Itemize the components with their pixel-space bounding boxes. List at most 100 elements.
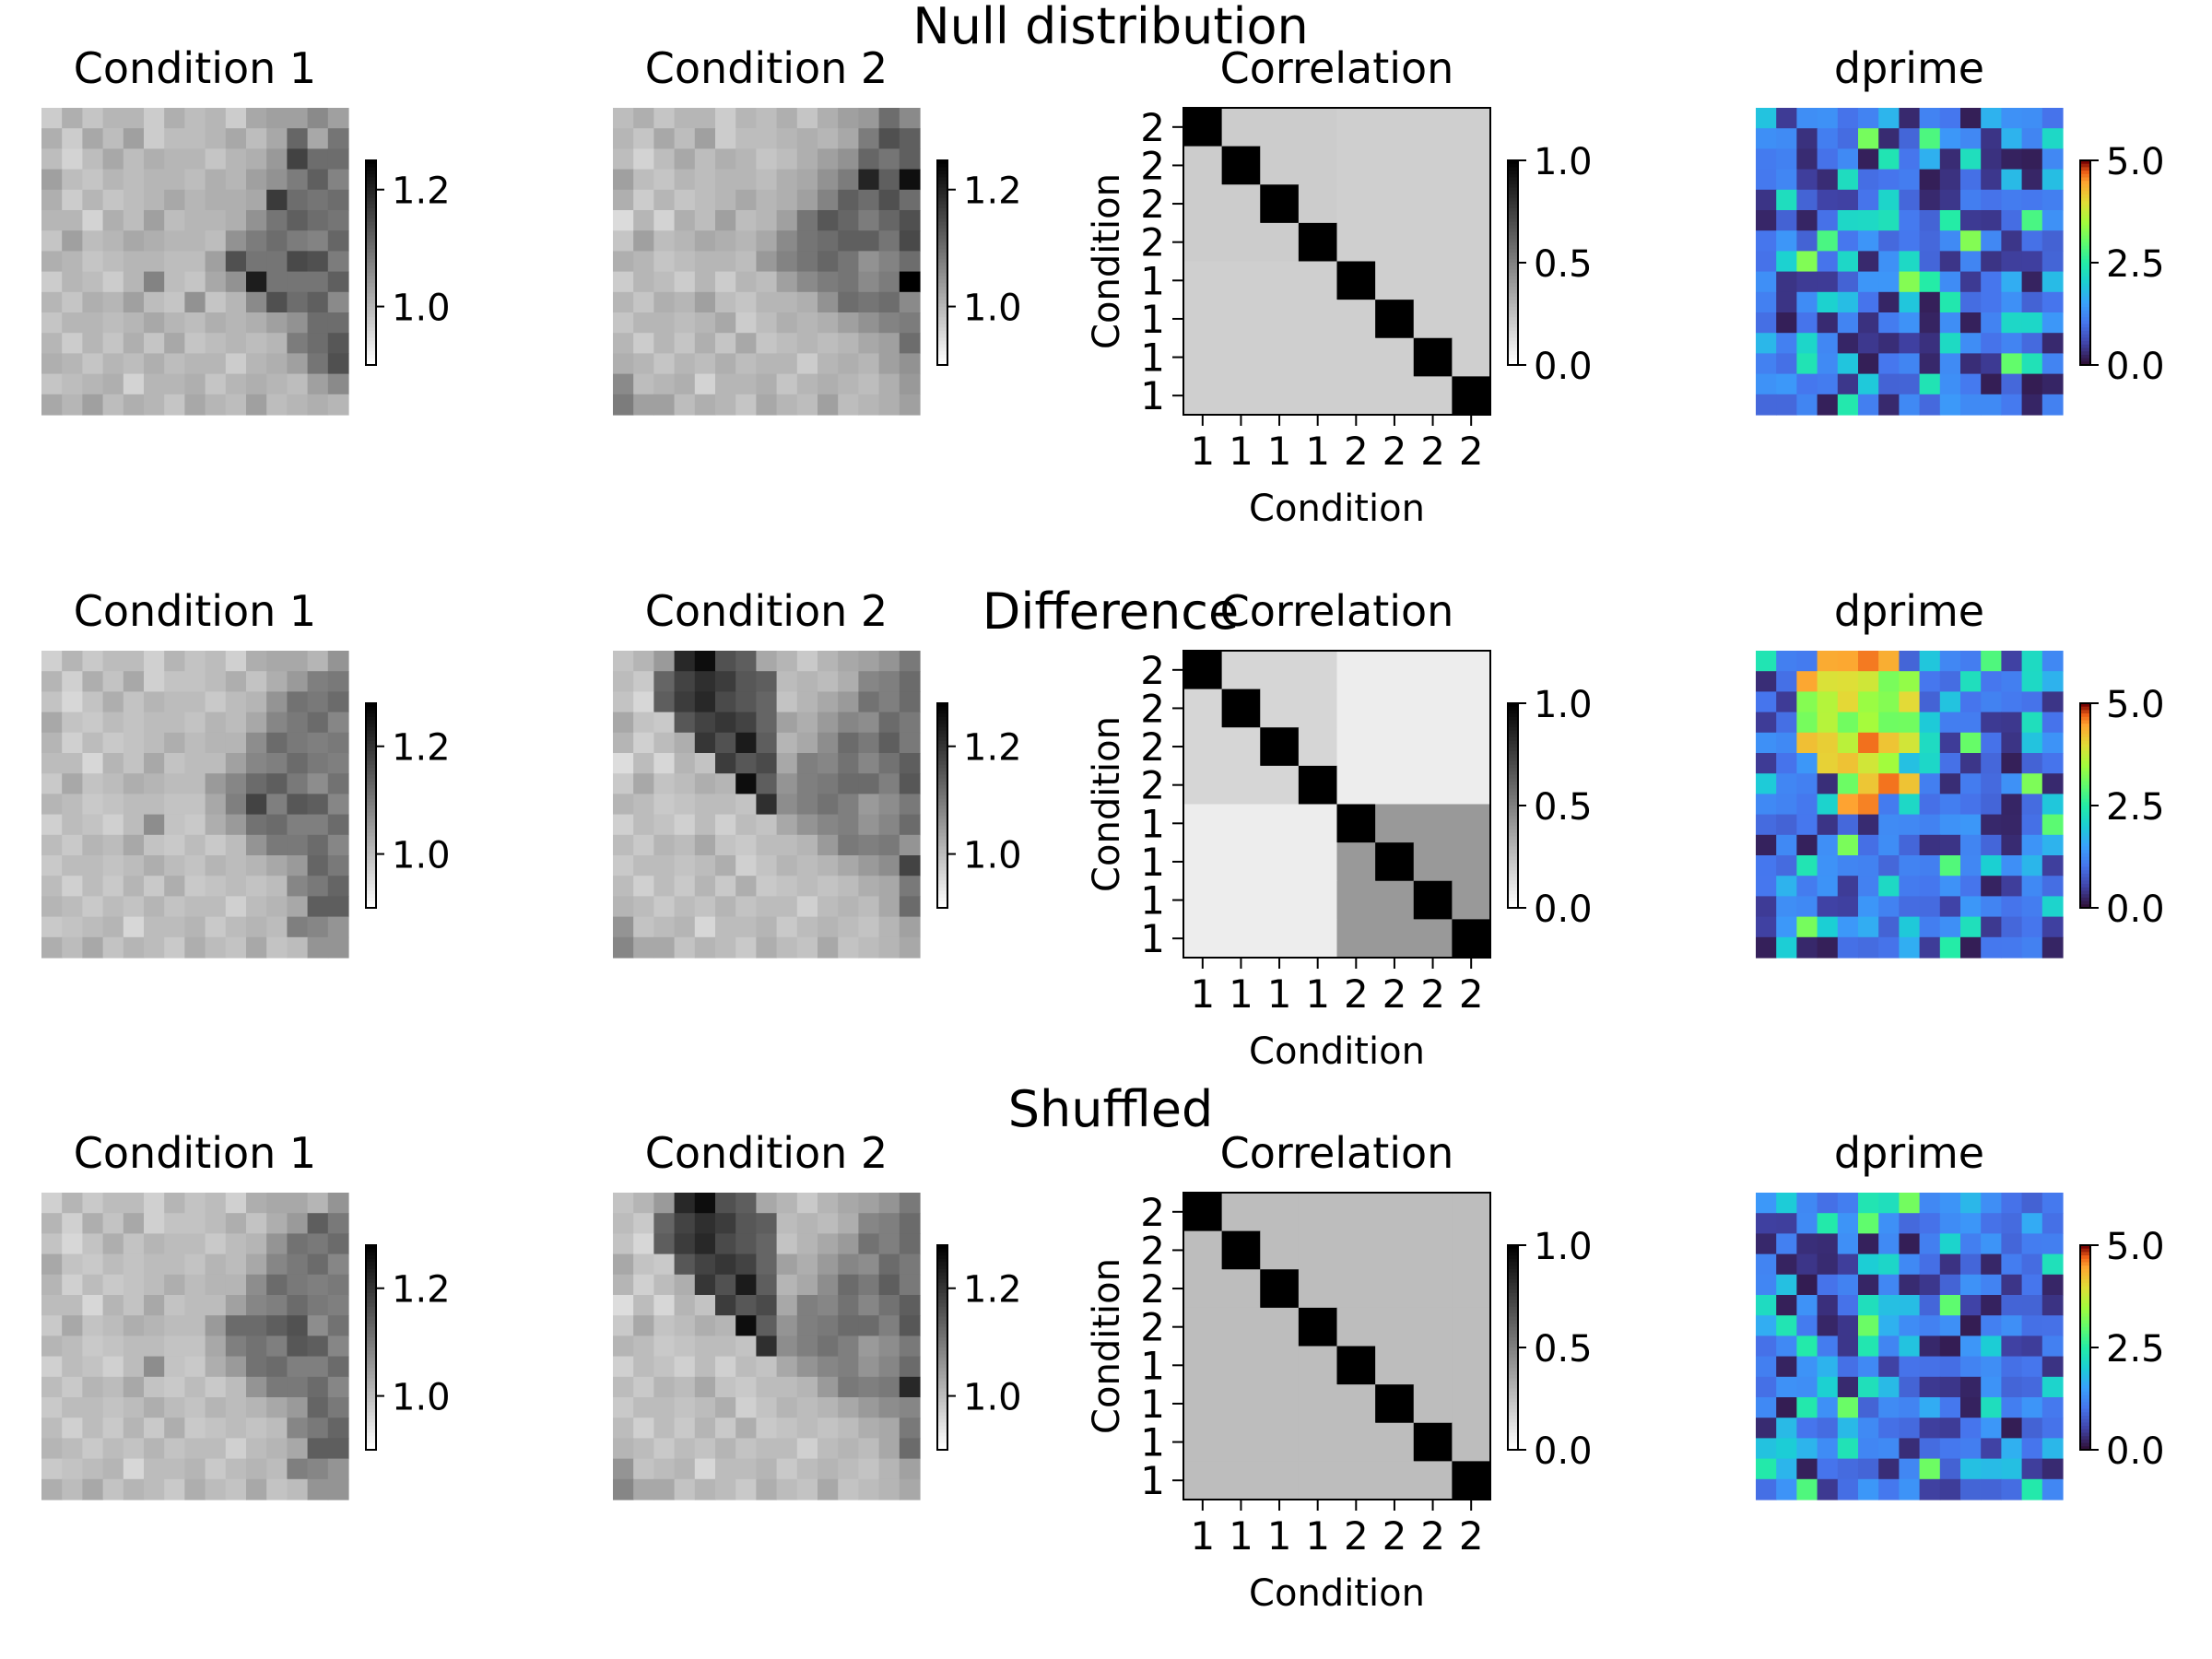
heatmap-cell: [287, 855, 309, 877]
colorbar-segment: [2080, 744, 2090, 748]
heatmap-cell: [184, 210, 206, 231]
heatmap-cell: [287, 1356, 309, 1378]
heatmap-cell: [1452, 1461, 1491, 1500]
heatmap-cell: [796, 210, 818, 231]
heatmap-cell: [184, 189, 206, 211]
heatmap-cell: [694, 1274, 716, 1296]
heatmap-cell: [2021, 1397, 2043, 1418]
heatmap-cell: [674, 916, 696, 938]
heatmap-cell: [674, 1274, 696, 1296]
heatmap-cell: [653, 394, 676, 416]
colorbar: 0.02.55.0: [2079, 1226, 2165, 1473]
colorbar-segment: [937, 358, 947, 362]
colorbar-segment: [937, 778, 947, 782]
heatmap-cell: [1899, 128, 1921, 149]
heatmap-cell: [41, 691, 63, 713]
colorbar-segment: [937, 163, 947, 168]
colorbar-segment: [366, 1282, 376, 1287]
heatmap-cell: [266, 169, 288, 191]
heatmap-cell: [246, 394, 267, 416]
colorbar-segment: [1508, 877, 1518, 881]
x-tick-label: 1: [1229, 1513, 1253, 1559]
heatmap-cell: [1413, 300, 1453, 339]
heatmap-cell: [1939, 1376, 1961, 1398]
heatmap-cell: [1817, 353, 1839, 375]
colorbar-segment: [2080, 1371, 2090, 1376]
heatmap-cell: [776, 148, 798, 171]
heatmap-cell: [1837, 1253, 1859, 1276]
heatmap-cell: [123, 876, 145, 897]
colorbar-segment: [2080, 782, 2090, 786]
colorbar-segment: [1508, 1378, 1518, 1382]
heatmap-cell: [1899, 1233, 1921, 1255]
heatmap-cell: [818, 1335, 839, 1358]
heatmap-cell: [1375, 1346, 1415, 1385]
colorbar-segment: [2080, 1418, 2090, 1423]
heatmap-cell: [653, 916, 676, 938]
heatmap-cell: [287, 876, 309, 897]
heatmap-cell: [715, 1233, 736, 1255]
x-tick-label: 2: [1344, 1513, 1369, 1559]
colorbar-segment: [366, 1276, 376, 1280]
heatmap-cell: [776, 1295, 798, 1316]
heatmap-cell: [164, 876, 185, 897]
heatmap-cell: [818, 651, 839, 672]
heatmap-cell: [613, 753, 634, 774]
heatmap-cell: [327, 814, 349, 836]
colorbar-segment: [2080, 293, 2090, 298]
colorbar-segment: [1508, 788, 1518, 793]
heatmap-cell: [818, 814, 839, 836]
heatmap-cell: [2021, 1335, 2043, 1358]
heatmap-cell: [653, 108, 676, 129]
heatmap-cell: [184, 1253, 206, 1276]
heatmap-cell: [225, 1397, 247, 1418]
heatmap-cell: [164, 128, 185, 149]
heatmap-cell: [144, 1356, 165, 1378]
heatmap-cell: [756, 855, 778, 877]
heatmap-cell: [41, 1193, 63, 1214]
heatmap-cell: [1858, 1418, 1879, 1439]
colorbar-segment: [366, 768, 376, 772]
colorbar-segment: [937, 1350, 947, 1355]
colorbar-segment: [1508, 310, 1518, 315]
colorbar-segment: [2080, 337, 2090, 342]
heatmap-cell: [1837, 814, 1859, 836]
y-tick-label: 2: [1140, 1305, 1165, 1350]
heatmap-cell: [1858, 1193, 1879, 1214]
heatmap-cell: [1756, 353, 1777, 375]
heatmap-cell: [102, 1233, 124, 1255]
heatmap-cell: [694, 1397, 716, 1418]
heatmap-cell: [266, 936, 288, 959]
heatmap-cell: [1756, 373, 1777, 395]
heatmap-cell: [1336, 1193, 1376, 1232]
heatmap-cell: [878, 1438, 900, 1460]
colorbar-segment: [1508, 840, 1518, 844]
heatmap-cell: [1796, 671, 1818, 692]
colorbar-tick-label: 1.0: [1534, 141, 1593, 183]
heatmap-cell: [144, 1478, 165, 1500]
colorbar-segment: [937, 197, 947, 202]
heatmap-cell: [184, 753, 206, 774]
heatmap-cell: [1776, 814, 1797, 836]
heatmap-cell: [715, 814, 736, 836]
colorbar-segment: [937, 1255, 947, 1260]
heatmap-cell: [1452, 727, 1491, 767]
heatmap-cell: [184, 1295, 206, 1316]
heatmap-cell: [1899, 651, 1921, 672]
heatmap-cell: [796, 291, 818, 313]
heatmap-cell: [674, 876, 696, 897]
heatmap-cell: [1837, 1233, 1859, 1255]
colorbar-segment: [2080, 1300, 2090, 1304]
heatmap-cell: [735, 753, 757, 774]
colorbar-segment: [366, 846, 376, 851]
colorbar-segment: [2080, 215, 2090, 219]
heatmap-cell: [2021, 353, 2043, 375]
colorbar-frame: [365, 702, 377, 909]
heatmap-cell: [633, 814, 654, 836]
heatmap-cell: [2021, 230, 2043, 252]
heatmap-cell: [735, 1274, 757, 1296]
heatmap-cell: [123, 353, 145, 375]
heatmap-cell: [266, 353, 288, 375]
heatmap-cell: [776, 671, 798, 692]
heatmap-cell: [123, 1233, 145, 1255]
